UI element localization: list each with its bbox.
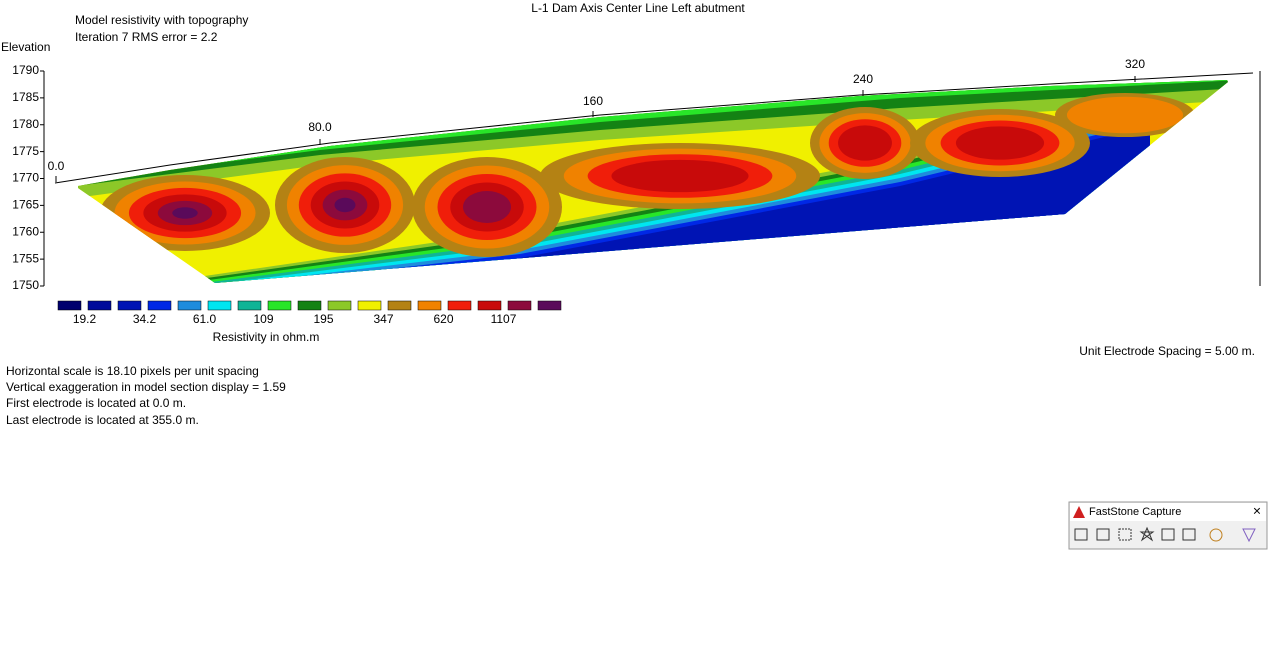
settings-button[interactable] xyxy=(1242,528,1256,543)
capture-object-button[interactable] xyxy=(1096,528,1110,541)
y-axis-label: Elevation xyxy=(1,40,50,54)
legend-label: 61.0 xyxy=(193,312,217,326)
legend-label: 347 xyxy=(373,312,393,326)
legend-label: 109 xyxy=(253,312,273,326)
x-tick-label: 160 xyxy=(583,94,603,108)
legend-swatch xyxy=(357,300,382,311)
y-tick-label: 1750 xyxy=(12,278,39,292)
legend-title: Resistivity in ohm.m xyxy=(213,330,320,344)
legend-swatch xyxy=(417,300,442,311)
legend-swatch xyxy=(387,300,412,311)
legend-swatch xyxy=(507,300,532,311)
x-tick-label: 240 xyxy=(853,72,873,86)
y-tick-label: 1770 xyxy=(12,171,39,185)
legend-swatch xyxy=(207,300,232,311)
legend-swatch xyxy=(447,300,472,311)
band xyxy=(880,212,1070,283)
faststone-toolbar: FastStone Capture × xyxy=(1068,501,1268,550)
band xyxy=(838,125,892,161)
legend-swatch xyxy=(177,300,202,311)
note: Horizontal scale is 18.10 pixels per uni… xyxy=(6,364,259,378)
subtitle: Model resistivity with topography xyxy=(75,13,248,27)
legend-swatch xyxy=(267,300,292,311)
subtitle: Iteration 7 RMS error = 2.2 xyxy=(75,30,218,44)
legend-swatch xyxy=(147,300,172,311)
legend-label: 620 xyxy=(433,312,453,326)
legend-label: 195 xyxy=(313,312,333,326)
note: Vertical exaggeration in model section d… xyxy=(6,380,286,394)
spacing-note: Unit Electrode Spacing = 5.00 m. xyxy=(1079,344,1255,358)
capture-region-button[interactable] xyxy=(1118,528,1132,541)
legend-swatch xyxy=(327,300,352,311)
y-tick-label: 1780 xyxy=(12,117,39,131)
band xyxy=(1066,96,1184,134)
toolbar-titlebar xyxy=(1070,503,1266,521)
y-tick-label: 1790 xyxy=(12,63,39,77)
y-tick-label: 1755 xyxy=(12,251,39,265)
band xyxy=(334,197,356,213)
y-tick-label: 1760 xyxy=(12,224,39,238)
window-title: L-1 Dam Axis Center Line Left abutment xyxy=(531,1,745,15)
legend-swatch xyxy=(57,300,82,311)
capture-scroll-button[interactable] xyxy=(1182,528,1196,541)
band xyxy=(463,191,511,223)
legend-swatch xyxy=(297,300,322,311)
legend-label: 1107 xyxy=(491,312,517,326)
legend-label: 34.2 xyxy=(133,312,157,326)
capture-window-button[interactable] xyxy=(1074,528,1088,541)
capture-freehand-button[interactable] xyxy=(1139,526,1155,542)
topography-line xyxy=(54,72,1254,184)
y-tick-label: 1775 xyxy=(12,144,39,158)
x-tick-label: 0.0 xyxy=(48,159,65,173)
band xyxy=(172,207,198,219)
legend-swatch xyxy=(117,300,142,311)
y-tick-label: 1765 xyxy=(12,198,39,212)
x-tick-label: 320 xyxy=(1125,57,1145,71)
y-tick-label: 1785 xyxy=(12,90,39,104)
legend-swatch xyxy=(537,300,562,311)
legend-label: 19.2 xyxy=(73,312,97,326)
band xyxy=(611,159,749,193)
note: First electrode is located at 0.0 m. xyxy=(6,396,186,410)
note: Last electrode is located at 355.0 m. xyxy=(6,413,199,427)
toolbar-title: FastStone Capture xyxy=(1089,506,1181,518)
resistivity-section xyxy=(78,80,1228,283)
legend-swatch xyxy=(477,300,502,311)
x-tick-label: 80.0 xyxy=(308,120,332,134)
capture-full-button[interactable] xyxy=(1161,528,1175,541)
band xyxy=(955,126,1045,160)
output-button[interactable] xyxy=(1209,528,1223,542)
legend-swatch xyxy=(237,300,262,311)
app-icon xyxy=(1073,506,1085,518)
close-button[interactable]: × xyxy=(1253,503,1261,519)
legend-swatch xyxy=(87,300,112,311)
